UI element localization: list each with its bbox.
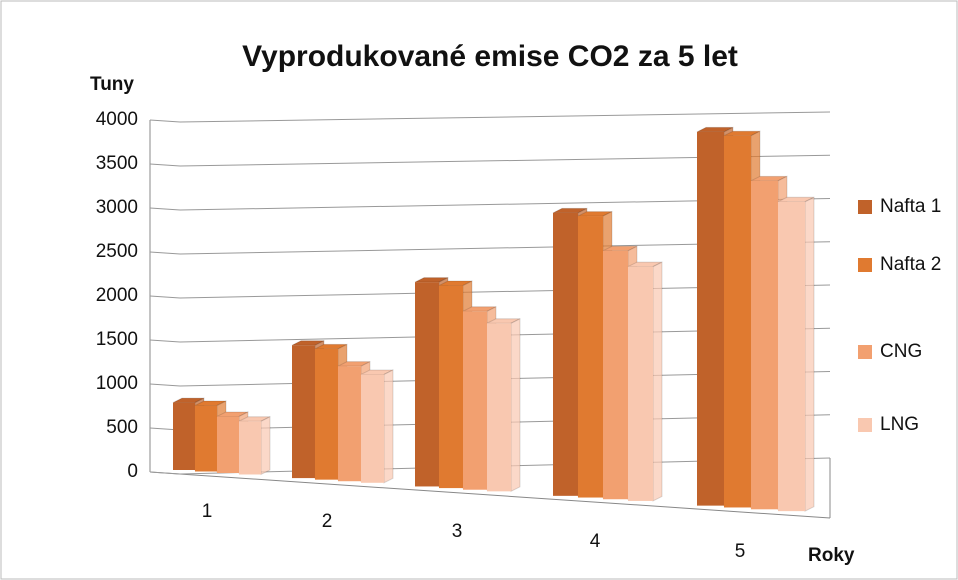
bar (697, 131, 724, 506)
legend-label: Nafta 2 (880, 254, 941, 275)
bar (603, 250, 628, 500)
grid-line (149, 471, 181, 475)
bar (292, 345, 315, 479)
y-tick-label: 500 (106, 417, 138, 438)
bar (315, 348, 338, 480)
y-tick-label: 4000 (96, 109, 138, 130)
bar (463, 311, 487, 490)
legend-swatch (858, 418, 872, 432)
y-tick-label: 0 (127, 461, 138, 482)
y-tick-label: 3500 (96, 153, 138, 174)
x-tick-label: 4 (590, 531, 601, 552)
legend-label: Nafta 1 (880, 196, 941, 217)
bar-side (383, 369, 394, 484)
grid-line (149, 295, 181, 299)
bar (195, 405, 217, 472)
bar (778, 201, 805, 512)
bar-side (260, 415, 271, 476)
grid-line (149, 339, 181, 343)
bar-side (804, 196, 815, 512)
legend-label: LNG (880, 414, 919, 435)
bar (239, 421, 261, 475)
bar-side (510, 317, 521, 493)
chart-title: Vyprodukované emise CO2 za 5 let (242, 40, 738, 73)
x-axis-label: Roky (808, 545, 855, 566)
x-tick-label: 2 (322, 511, 333, 532)
bar (173, 402, 195, 470)
bar (628, 266, 653, 501)
bar (439, 285, 463, 489)
grid-line (179, 111, 831, 123)
x-tick-label: 1 (202, 501, 213, 522)
x-tick-label: 3 (452, 521, 463, 542)
grid-line (149, 207, 181, 211)
y-axis-label: Tuny (90, 74, 134, 95)
y-tick-label: 2000 (96, 285, 138, 306)
bar (487, 323, 511, 492)
bar (724, 135, 751, 508)
y-tick-label: 1500 (96, 329, 138, 350)
grid-line (149, 163, 181, 167)
grid-line (149, 251, 181, 255)
legend-swatch (858, 345, 872, 359)
bar (338, 366, 361, 482)
bar (553, 212, 578, 496)
grid-line (149, 383, 181, 387)
bar (217, 416, 239, 473)
floor-edge (149, 471, 831, 519)
y-tick-label: 2500 (96, 241, 138, 262)
grid-line (149, 119, 181, 123)
bar (578, 216, 603, 498)
bar-side (652, 261, 663, 502)
bar (361, 374, 384, 483)
y-tick-label: 3000 (96, 197, 138, 218)
y-tick-label: 1000 (96, 373, 138, 394)
legend-swatch (858, 258, 872, 272)
bar (415, 282, 439, 487)
bar (751, 180, 778, 510)
legend-label: CNG (880, 341, 922, 362)
legend-swatch (858, 200, 872, 214)
x-tick-label: 5 (735, 541, 746, 562)
